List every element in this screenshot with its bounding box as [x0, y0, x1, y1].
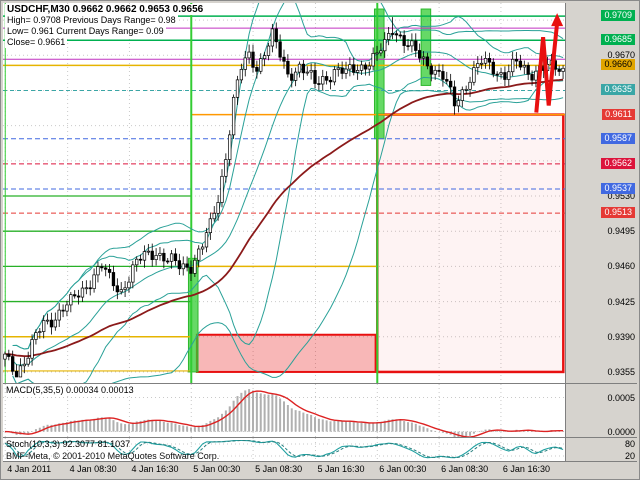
stoch-axis-label: 80	[624, 439, 635, 449]
price-badge: 0.9685	[601, 34, 635, 46]
price-label: 0.9355	[607, 366, 635, 377]
time-label: 4 Jan 2011	[7, 464, 52, 474]
stochastic-axis: 80 20	[565, 438, 637, 461]
time-label: 4 Jan 08:30	[69, 464, 117, 474]
price-badge: 0.9513	[601, 207, 635, 219]
price-badge: 0.9660	[601, 59, 635, 71]
price-badge: 0.9611	[602, 108, 635, 120]
stoch-axis-label: 20	[624, 451, 635, 461]
main-chart-panel: 0.9670 0.9530 0.9495 0.9460 0.9425 0.9390 0.93…	[3, 3, 637, 383]
time-label: 6 Jan 00:30	[379, 464, 427, 474]
macd-label: MACD(5,35,5) 0.00034 0.00013	[6, 385, 134, 395]
time-label: 6 Jan 16:30	[502, 464, 550, 474]
price-label: 0.9460	[607, 261, 635, 272]
chart-info: USDCHF,M30 0.9662 0.9662 0.9653 0.9656 H…	[5, 4, 206, 48]
price-label: 0.9390	[607, 331, 635, 342]
price-badge: 0.9709	[601, 10, 635, 22]
price-badge: 0.9587	[601, 132, 635, 144]
macd-axis: 0.0005 0.0000	[565, 384, 637, 437]
high-range-line: High= 0.9708 Previous Days Range= 0.98	[5, 15, 178, 26]
price-badge: 0.9537	[601, 182, 635, 194]
price-badge: 0.9562	[601, 157, 635, 169]
low-range-line: Low= 0.961 Current Days Range= 0.09	[5, 26, 166, 37]
symbol-ohlc-title: USDCHF,M30 0.9662 0.9662 0.9653 0.9656	[5, 4, 206, 15]
stochastic-panel: 80 20 Stoch(10,3,3) 92.3077 81.1037 BMF-M…	[3, 437, 637, 461]
time-label: 5 Jan 08:30	[255, 464, 303, 474]
time-axis: 4 Jan 2011 4 Jan 08:30 4 Jan 16:30 5 Jan 00…	[3, 461, 637, 477]
stochastic-label: Stoch(10,3,3) 92.3077 81.1037	[6, 439, 131, 449]
stochastic-chart[interactable]	[3, 438, 565, 461]
macd-axis-label: 0.0000	[607, 426, 635, 437]
time-label: 5 Jan 00:30	[193, 464, 241, 474]
time-label: 6 Jan 08:30	[441, 464, 489, 474]
price-label: 0.9495	[607, 226, 635, 237]
macd-panel: 0.0005 0.0000 MACD(5,35,5) 0.00034 0.0001…	[3, 383, 637, 437]
price-badge: 0.9635	[601, 84, 635, 96]
copyright-text: BMF-Meta, © 2001-2010 MetaQuotes Softwar…	[6, 451, 220, 461]
price-label: 0.9425	[607, 296, 635, 307]
close-line: Close= 0.9661	[5, 37, 68, 48]
time-label: 4 Jan 16:30	[131, 464, 179, 474]
price-label: 0.9670	[607, 50, 635, 61]
macd-chart[interactable]	[3, 384, 565, 437]
price-label: 0.9530	[607, 191, 635, 202]
price-axis: 0.9670 0.9530 0.9495 0.9460 0.9425 0.9390 0.93…	[565, 3, 637, 383]
macd-axis-label: 0.0005	[607, 392, 635, 403]
candlestick-chart[interactable]	[3, 3, 565, 383]
time-label: 5 Jan 16:30	[317, 464, 365, 474]
